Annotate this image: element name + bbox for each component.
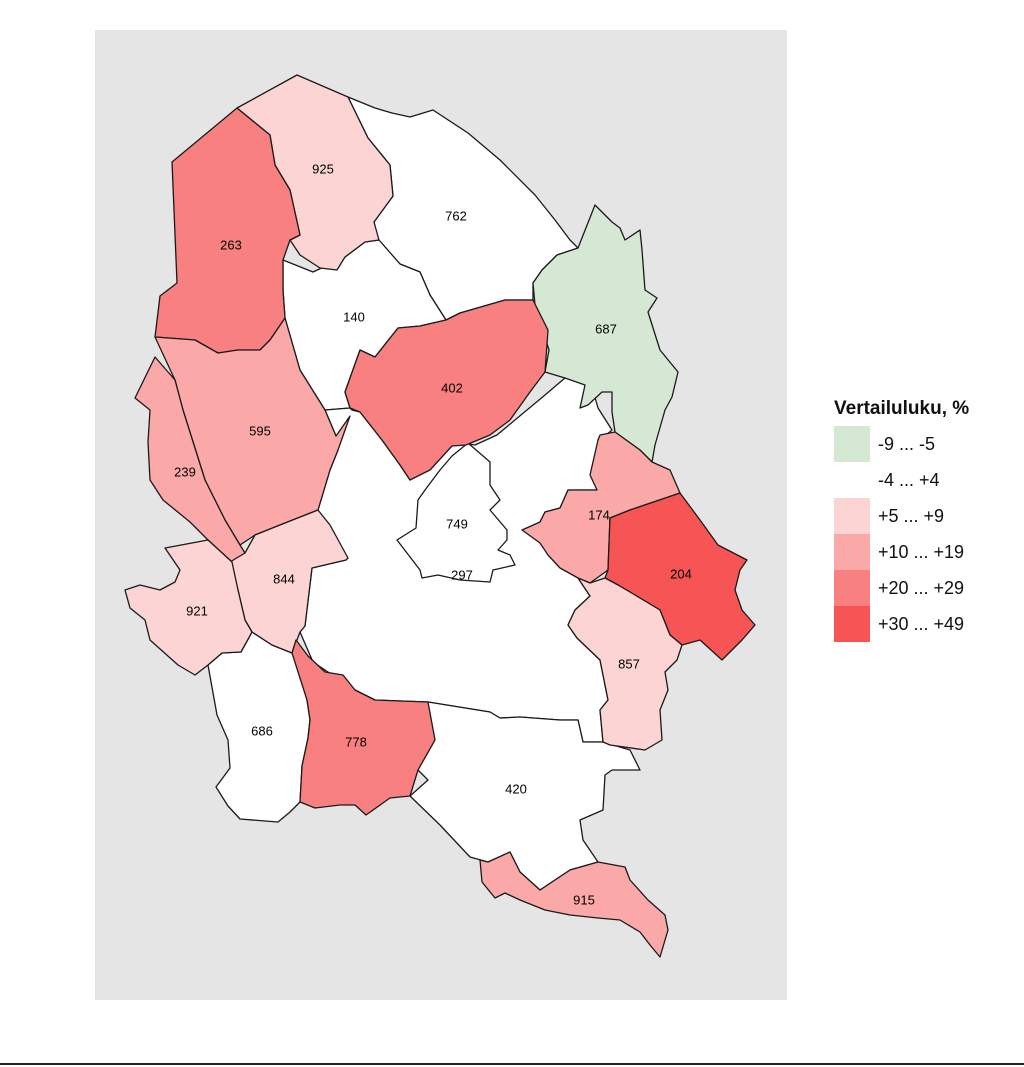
- region-915[interactable]: [479, 851, 669, 958]
- legend-swatch: [834, 570, 870, 606]
- legend-item: +10 ... +19: [834, 534, 1014, 570]
- legend-swatch: [834, 426, 870, 462]
- region-label-402: 402: [441, 380, 463, 395]
- legend-label: +10 ... +19: [878, 541, 965, 562]
- region-label-174: 174: [588, 507, 610, 522]
- legend-item: +20 ... +29: [834, 570, 1014, 606]
- legend-label: +5 ... +9: [878, 505, 945, 526]
- legend-swatch: [834, 606, 870, 642]
- legend-item: -9 ... -5: [834, 426, 1014, 462]
- region-label-595: 595: [249, 423, 271, 438]
- legend-swatch: [834, 498, 870, 534]
- legend-label: -9 ... -5: [878, 433, 936, 454]
- legend-title: Vertailuluku, %: [834, 398, 970, 419]
- region-label-239: 239: [174, 464, 196, 479]
- bottom-rule: [0, 1063, 1024, 1065]
- legend-label: +20 ... +29: [878, 577, 965, 598]
- region-778[interactable]: [291, 639, 436, 816]
- region-921[interactable]: [124, 539, 253, 676]
- region-label-762: 762: [445, 208, 467, 223]
- region-label-857: 857: [618, 656, 640, 671]
- region-label-204: 204: [670, 566, 692, 581]
- region-label-844: 844: [273, 571, 295, 586]
- region-label-778: 778: [345, 734, 367, 749]
- region-label-297: 297: [451, 567, 473, 582]
- region-label-749: 749: [446, 516, 468, 531]
- legend-label: +30 ... +49: [878, 613, 965, 634]
- legend-item: -4 ... +4: [834, 462, 1014, 498]
- region-857[interactable]: [567, 577, 683, 751]
- region-label-921: 921: [186, 603, 208, 618]
- region-687[interactable]: [532, 204, 679, 463]
- region-label-925: 925: [312, 161, 334, 176]
- region-402[interactable]: [344, 299, 549, 481]
- legend-item: +5 ... +9: [834, 498, 1014, 534]
- region-label-915: 915: [573, 892, 595, 907]
- region-749[interactable]: [396, 442, 516, 583]
- region-label-420: 420: [505, 781, 527, 796]
- region-label-687: 687: [595, 321, 617, 336]
- map-legend: Vertailuluku, % -9 ... -5 -4 ... +4 +5 .…: [834, 398, 1014, 642]
- legend-swatch: [834, 534, 870, 570]
- region-label-686: 686: [251, 723, 273, 738]
- region-label-140: 140: [343, 309, 365, 324]
- legend-item: +30 ... +49: [834, 606, 1014, 642]
- legend-label: -4 ... +4: [878, 469, 940, 490]
- legend-swatch: [834, 462, 870, 498]
- region-label-263: 263: [220, 237, 242, 252]
